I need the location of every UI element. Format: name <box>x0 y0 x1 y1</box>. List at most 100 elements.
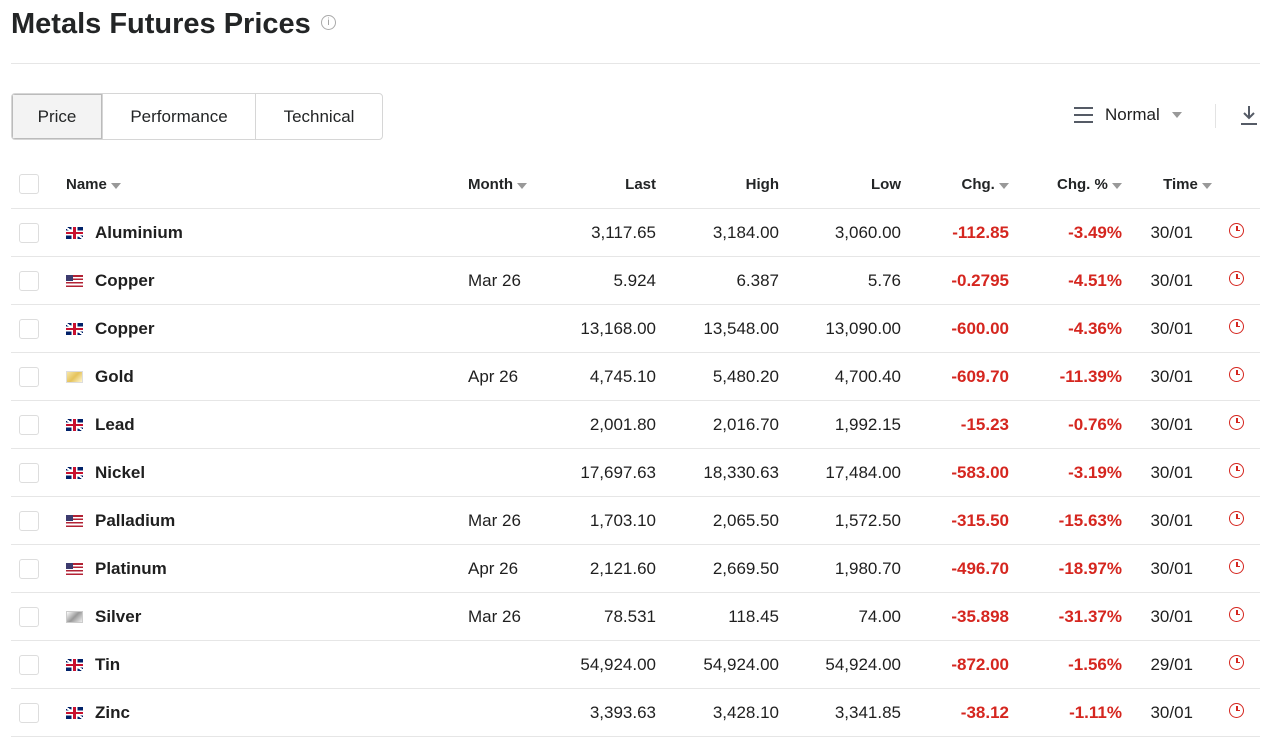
chg-cell: -0.2795 <box>902 256 1010 305</box>
month-cell <box>467 400 549 449</box>
tab-technical[interactable]: Technical <box>255 94 382 139</box>
low-cell: 13,090.00 <box>780 304 902 353</box>
chg-cell: -35.898 <box>902 592 1010 641</box>
instrument-link[interactable]: Lead <box>95 414 135 434</box>
tab-performance[interactable]: Performance <box>102 94 255 139</box>
month-cell: Mar 26 <box>467 592 549 641</box>
clock-icon[interactable] <box>1229 366 1244 382</box>
clock-icon[interactable] <box>1229 558 1244 574</box>
clock-icon[interactable] <box>1229 462 1244 478</box>
column-low[interactable]: Low <box>780 160 902 209</box>
select-all-checkbox[interactable] <box>19 174 39 194</box>
uk-flag-icon <box>66 227 83 240</box>
table-row[interactable]: Copper Mar 26 5.924 6.387 5.76 -0.2795 -… <box>11 256 1260 305</box>
chg-cell: -315.50 <box>902 496 1010 545</box>
table-row[interactable]: Gold Apr 26 4,745.10 5,480.20 4,700.40 -… <box>11 352 1260 401</box>
row-checkbox[interactable] <box>19 414 39 435</box>
table-row[interactable]: Aluminium 3,117.65 3,184.00 3,060.00 -11… <box>11 208 1260 257</box>
list-icon <box>1074 107 1093 123</box>
column-month[interactable]: Month <box>467 160 549 209</box>
row-checkbox[interactable] <box>19 222 39 243</box>
last-cell: 4,745.10 <box>549 352 657 401</box>
chg-cell: -112.85 <box>902 208 1010 257</box>
table-row[interactable]: Copper 13,168.00 13,548.00 13,090.00 -60… <box>11 304 1260 353</box>
instrument-link[interactable]: Nickel <box>95 462 146 482</box>
clock-icon[interactable] <box>1229 654 1244 670</box>
clock-icon[interactable] <box>1229 510 1244 526</box>
column-chg[interactable]: Chg. <box>902 160 1010 209</box>
row-checkbox[interactable] <box>19 510 39 531</box>
table-row[interactable]: Palladium Mar 26 1,703.10 2,065.50 1,572… <box>11 496 1260 545</box>
month-cell <box>467 688 549 737</box>
column-chg-pct[interactable]: Chg. % <box>1010 160 1123 209</box>
low-cell: 17,484.00 <box>780 448 902 497</box>
clock-icon[interactable] <box>1229 318 1244 334</box>
row-checkbox[interactable] <box>19 558 39 579</box>
page-title: Metals Futures Prices <box>11 8 311 40</box>
instrument-link[interactable]: Tin <box>95 654 121 674</box>
tab-price[interactable]: Price <box>12 94 102 139</box>
time-cell: 30/01 <box>1123 544 1213 593</box>
row-checkbox[interactable] <box>19 606 39 627</box>
download-icon[interactable] <box>1240 104 1258 126</box>
last-cell: 3,393.63 <box>549 688 657 737</box>
gold-flag-icon <box>66 371 83 384</box>
instrument-link[interactable]: Copper <box>95 270 155 290</box>
column-time[interactable]: Time <box>1123 160 1213 209</box>
chg-pct-cell: -3.49% <box>1010 208 1123 257</box>
table-row[interactable]: Nickel 17,697.63 18,330.63 17,484.00 -58… <box>11 448 1260 497</box>
low-cell: 3,060.00 <box>780 208 902 257</box>
chg-pct-cell: -31.37% <box>1010 592 1123 641</box>
instrument-link[interactable]: Gold <box>95 366 134 386</box>
low-cell: 1,572.50 <box>780 496 902 545</box>
instrument-link[interactable]: Copper <box>95 318 155 338</box>
time-cell: 30/01 <box>1123 304 1213 353</box>
chg-cell: -15.23 <box>902 400 1010 449</box>
instrument-link[interactable]: Aluminium <box>95 222 183 242</box>
info-icon[interactable]: i <box>321 15 336 30</box>
row-checkbox[interactable] <box>19 366 39 387</box>
row-checkbox[interactable] <box>19 318 39 339</box>
time-cell: 30/01 <box>1123 400 1213 449</box>
clock-icon[interactable] <box>1229 414 1244 430</box>
high-cell: 18,330.63 <box>657 448 780 497</box>
divider <box>1215 104 1216 128</box>
instrument-link[interactable]: Palladium <box>95 510 176 530</box>
column-name[interactable]: Name <box>65 160 467 209</box>
tab-group: Price Performance Technical <box>11 93 383 140</box>
instrument-link[interactable]: Silver <box>95 606 142 626</box>
silver-flag-icon <box>66 611 83 624</box>
view-select[interactable]: Normal <box>1074 105 1182 125</box>
sort-icon <box>517 182 528 189</box>
column-last[interactable]: Last <box>549 160 657 209</box>
sort-icon <box>111 182 122 189</box>
row-checkbox[interactable] <box>19 702 39 723</box>
table-row[interactable]: Lead 2,001.80 2,016.70 1,992.15 -15.23 -… <box>11 400 1260 449</box>
low-cell: 5.76 <box>780 256 902 305</box>
chg-pct-cell: -1.11% <box>1010 688 1123 737</box>
uk-flag-icon <box>66 707 83 720</box>
clock-icon[interactable] <box>1229 606 1244 622</box>
month-cell <box>467 640 549 689</box>
column-high[interactable]: High <box>657 160 780 209</box>
time-cell: 30/01 <box>1123 448 1213 497</box>
clock-icon[interactable] <box>1229 702 1244 718</box>
table-row[interactable]: Platinum Apr 26 2,121.60 2,669.50 1,980.… <box>11 544 1260 593</box>
us-flag-icon <box>66 275 83 288</box>
clock-icon[interactable] <box>1229 270 1244 286</box>
view-select-label: Normal <box>1105 105 1160 124</box>
instrument-link[interactable]: Platinum <box>95 558 167 578</box>
row-checkbox[interactable] <box>19 654 39 675</box>
instrument-link[interactable]: Zinc <box>95 702 130 722</box>
chg-cell: -496.70 <box>902 544 1010 593</box>
table-header: Name Month Last High Low Chg. Chg. % Tim… <box>11 160 1260 209</box>
column-label: Chg. <box>961 175 995 193</box>
row-checkbox[interactable] <box>19 462 39 483</box>
sort-icon <box>1202 182 1212 189</box>
table-row[interactable]: Silver Mar 26 78.531 118.45 74.00 -35.89… <box>11 592 1260 641</box>
row-checkbox[interactable] <box>19 270 39 291</box>
table-row[interactable]: Tin 54,924.00 54,924.00 54,924.00 -872.0… <box>11 640 1260 689</box>
clock-icon[interactable] <box>1229 222 1244 238</box>
table-row[interactable]: Zinc 3,393.63 3,428.10 3,341.85 -38.12 -… <box>11 688 1260 737</box>
month-cell <box>467 448 549 497</box>
